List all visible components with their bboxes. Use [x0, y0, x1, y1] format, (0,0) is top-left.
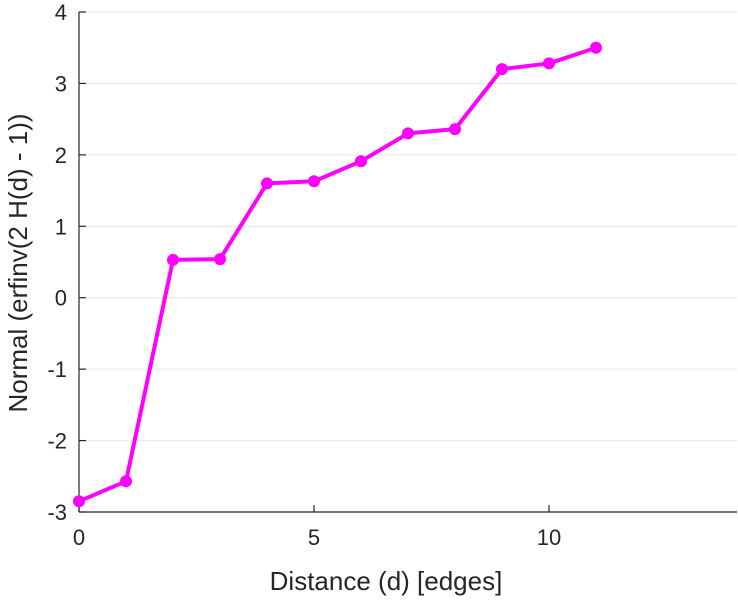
data-point [167, 253, 179, 266]
x-axis-label: Distance (d) [edges] [270, 566, 503, 596]
data-point [120, 475, 132, 488]
x-tick-label: 0 [73, 525, 85, 550]
y-tick-label: -2 [47, 429, 67, 454]
data-point [449, 123, 461, 136]
grid-lines [79, 11, 737, 513]
x-tick-label: 10 [537, 525, 561, 550]
data-point [543, 57, 555, 70]
data-point [590, 41, 602, 54]
y-tick-label: 1 [55, 214, 67, 239]
y-tick-label: 3 [55, 71, 67, 96]
data-point [214, 253, 226, 266]
y-tick-label: -3 [47, 500, 67, 525]
y-tick-label: 0 [55, 286, 67, 311]
x-tick-label: 5 [308, 525, 320, 550]
data-point [496, 63, 508, 76]
axes [78, 11, 737, 513]
data-point [355, 155, 367, 168]
data-point [402, 127, 414, 140]
y-tick-label: 4 [55, 0, 67, 25]
y-tick-label: 2 [55, 143, 67, 168]
data-point [261, 177, 273, 190]
y-axis-label: Normal (erfinv(2 H(d) - 1)) [3, 113, 33, 412]
data-point [73, 495, 85, 508]
data-point [308, 175, 320, 188]
data-series [73, 41, 602, 508]
series-line [78, 45, 597, 504]
y-tick-label: -1 [47, 357, 67, 382]
tick-labels: -3 -2 -1 0 1 2 3 4 0 5 10 [47, 0, 561, 550]
